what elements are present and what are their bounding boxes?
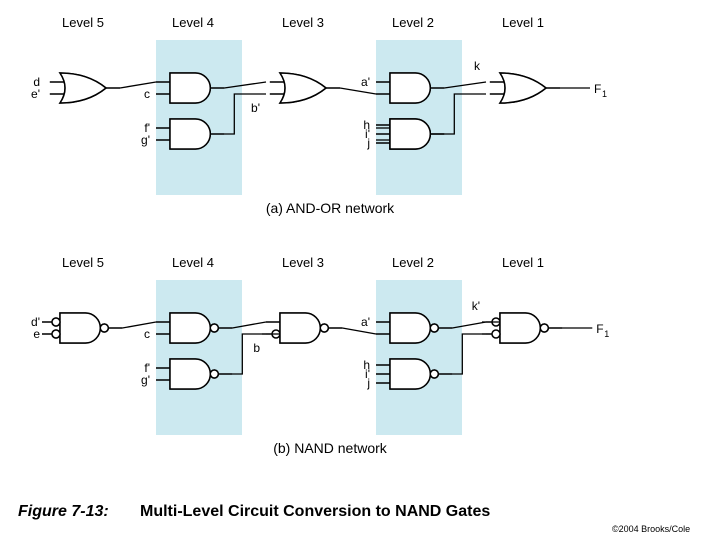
figure-number: Figure 7-13:: [18, 503, 109, 520]
level-label: Level 3: [282, 255, 324, 270]
svg-text:c: c: [144, 87, 150, 101]
output-label: F: [596, 322, 603, 336]
svg-text:j: j: [366, 136, 370, 150]
svg-text:1: 1: [604, 329, 609, 339]
svg-text:c: c: [144, 327, 150, 341]
level-label: Level 1: [502, 15, 544, 30]
level-label: Level 1: [502, 255, 544, 270]
svg-text:j: j: [366, 376, 370, 390]
svg-text:k: k: [474, 59, 481, 73]
level-label: Level 4: [172, 255, 214, 270]
svg-text:a': a': [361, 75, 370, 89]
copyright: ©2004 Brooks/Cole: [612, 524, 690, 534]
input-label: e: [33, 327, 40, 341]
level-label: Level 3: [282, 15, 324, 30]
output-label: F: [594, 82, 601, 96]
level-label: Level 4: [172, 15, 214, 30]
figure-title: Multi-Level Circuit Conversion to NAND G…: [140, 503, 490, 520]
svg-text:1: 1: [602, 89, 607, 99]
svg-text:a': a': [361, 315, 370, 329]
level-label: Level 2: [392, 15, 434, 30]
subcaption: (a) AND-OR network: [266, 200, 395, 216]
svg-text:k': k': [472, 299, 480, 313]
input-label: e': [31, 87, 40, 101]
svg-text:b: b: [253, 341, 260, 355]
input-label: g': [141, 133, 150, 147]
level-label: Level 5: [62, 15, 104, 30]
svg-text:b': b': [251, 101, 260, 115]
level-label: Level 2: [392, 255, 434, 270]
input-label: g': [141, 373, 150, 387]
subcaption: (b) NAND network: [273, 440, 388, 456]
level-label: Level 5: [62, 255, 104, 270]
